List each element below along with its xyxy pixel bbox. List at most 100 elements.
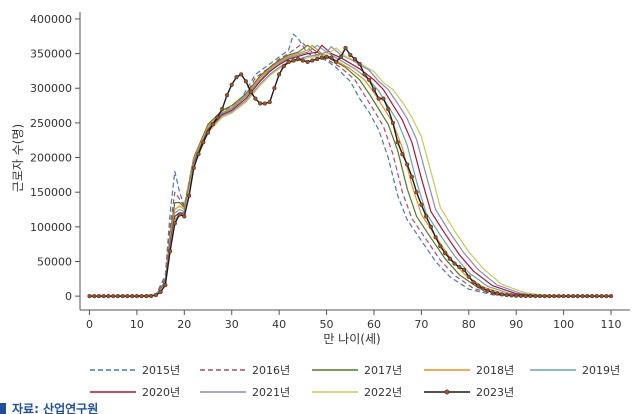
data-point <box>262 101 267 106</box>
x-tick-label: 20 <box>177 318 191 331</box>
data-point <box>551 294 557 299</box>
data-point <box>248 89 253 94</box>
data-point <box>542 294 547 299</box>
data-point <box>409 174 414 179</box>
data-point <box>163 283 168 288</box>
data-point <box>324 54 329 60</box>
y-tick-label: 200000 <box>30 152 72 165</box>
legend-label: 2023년 <box>476 386 514 399</box>
data-point <box>191 165 196 170</box>
legend-label: 2021년 <box>252 386 290 399</box>
data-point <box>405 162 410 167</box>
data-point <box>570 294 576 299</box>
data-point <box>267 99 272 105</box>
x-tick-label: 100 <box>553 318 574 331</box>
series-line-2018년 <box>89 44 611 297</box>
data-point <box>106 294 111 299</box>
data-point <box>201 140 206 145</box>
data-point <box>457 264 462 270</box>
data-point <box>220 106 225 112</box>
data-point <box>376 96 381 101</box>
data-point <box>168 249 173 254</box>
data-point <box>243 79 248 84</box>
data-point <box>357 61 362 67</box>
data-point <box>300 58 305 63</box>
y-tick-label: 0 <box>65 290 72 303</box>
data-point <box>239 72 244 77</box>
data-point <box>466 274 471 279</box>
data-point <box>286 59 291 64</box>
data-point <box>533 294 538 299</box>
plot-area: 0 50000 100000 150000 200000 250000 300000 3500… <box>30 12 630 331</box>
data-point <box>599 294 604 299</box>
data-point <box>471 280 476 285</box>
data-point <box>480 286 486 291</box>
data-point <box>566 294 571 299</box>
data-point <box>561 294 566 299</box>
data-point <box>101 294 106 299</box>
y-tick-label: 50000 <box>37 255 72 268</box>
x-tick-label: 60 <box>367 318 381 331</box>
data-point <box>177 212 182 217</box>
legend-item-2022년: 2022년 <box>312 386 402 399</box>
data-point <box>514 293 519 298</box>
legend-item-2016년: 2016년 <box>200 364 290 377</box>
data-point <box>589 294 595 299</box>
data-point <box>315 56 320 62</box>
data-point <box>547 294 552 299</box>
data-point <box>462 267 467 272</box>
y-tick-label: 400000 <box>30 13 72 26</box>
data-point <box>367 77 372 82</box>
data-point <box>210 122 215 127</box>
y-tick-label: 150000 <box>30 186 72 199</box>
legend-item-2020년: 2020년 <box>90 386 180 399</box>
data-point <box>111 294 116 299</box>
x-tick-label: 70 <box>414 318 428 331</box>
series-line-2015년 <box>89 33 611 297</box>
data-point <box>348 52 353 58</box>
data-point <box>120 294 125 299</box>
data-point <box>92 294 97 299</box>
data-point <box>258 101 263 106</box>
legend-item-2015년: 2015년 <box>90 364 180 377</box>
data-point <box>272 86 277 91</box>
data-point <box>329 55 334 60</box>
data-point <box>447 256 452 261</box>
data-point <box>518 293 523 298</box>
x-tick-label: 0 <box>86 318 93 331</box>
legend-marker <box>444 389 450 395</box>
data-point <box>575 294 580 299</box>
legend: 2015년 2016년 2017년 2018년 2019년 2020년 2021년 2022년… <box>90 364 620 399</box>
data-point <box>414 190 419 195</box>
data-point <box>144 294 149 299</box>
data-point <box>319 55 324 60</box>
data-point <box>205 130 211 135</box>
data-point <box>499 292 505 297</box>
legend-item-2021년: 2021년 <box>200 386 290 399</box>
x-tick-label: 40 <box>272 318 286 331</box>
data-point <box>433 235 438 240</box>
data-point <box>594 294 599 299</box>
data-point <box>362 72 367 77</box>
data-point <box>523 293 528 299</box>
y-tick-label: 350000 <box>30 48 72 61</box>
data-point <box>172 221 177 226</box>
data-point <box>296 56 301 62</box>
data-point <box>504 292 509 298</box>
legend-label: 2017년 <box>364 364 402 377</box>
data-point <box>234 74 239 80</box>
data-point <box>585 294 590 299</box>
data-point <box>277 72 282 77</box>
source-note: 자료: 산업연구원 <box>0 401 98 414</box>
data-point <box>338 54 343 60</box>
data-point <box>390 120 395 125</box>
data-point <box>509 293 514 298</box>
data-point <box>537 294 542 299</box>
legend-label: 2018년 <box>476 364 514 377</box>
legend-item-2017년: 2017년 <box>312 364 402 377</box>
legend-label: 2022년 <box>364 386 402 399</box>
legend-item-2018년: 2018년 <box>424 364 514 377</box>
data-point <box>443 251 448 256</box>
data-point <box>438 244 443 249</box>
data-point <box>158 289 163 295</box>
